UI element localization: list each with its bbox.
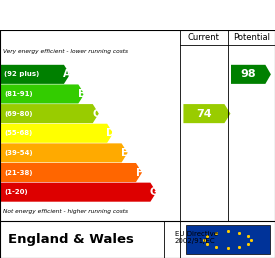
Polygon shape xyxy=(0,143,128,163)
Text: England & Wales: England & Wales xyxy=(8,233,134,246)
Text: Energy Efficiency Rating: Energy Efficiency Rating xyxy=(36,8,239,23)
Text: (55-68): (55-68) xyxy=(4,130,32,136)
Polygon shape xyxy=(0,124,113,143)
Polygon shape xyxy=(231,65,271,84)
Text: (39-54): (39-54) xyxy=(4,150,33,156)
Polygon shape xyxy=(0,65,70,84)
Polygon shape xyxy=(0,183,156,202)
Text: Potential: Potential xyxy=(233,33,270,42)
Text: (69-80): (69-80) xyxy=(4,111,33,117)
Text: C: C xyxy=(92,109,100,119)
Text: (92 plus): (92 plus) xyxy=(4,71,39,77)
Polygon shape xyxy=(0,84,84,103)
Text: (21-38): (21-38) xyxy=(4,170,33,175)
Text: (81-91): (81-91) xyxy=(4,91,33,97)
Text: D: D xyxy=(106,128,115,138)
Polygon shape xyxy=(0,163,142,182)
Polygon shape xyxy=(0,104,99,123)
Polygon shape xyxy=(183,104,230,123)
Text: 74: 74 xyxy=(196,109,212,119)
Text: 98: 98 xyxy=(240,69,256,79)
Text: (1-20): (1-20) xyxy=(4,189,28,195)
Text: Current: Current xyxy=(188,33,220,42)
Text: E: E xyxy=(121,148,128,158)
Bar xyxy=(186,225,270,254)
Text: G: G xyxy=(150,187,158,197)
Text: EU Directive
2002/91/EC: EU Directive 2002/91/EC xyxy=(175,231,218,244)
Text: A: A xyxy=(63,69,71,79)
Text: Very energy efficient - lower running costs: Very energy efficient - lower running co… xyxy=(3,49,128,54)
Text: B: B xyxy=(78,89,86,99)
Text: F: F xyxy=(136,167,143,178)
Text: Not energy efficient - higher running costs: Not energy efficient - higher running co… xyxy=(3,209,128,214)
